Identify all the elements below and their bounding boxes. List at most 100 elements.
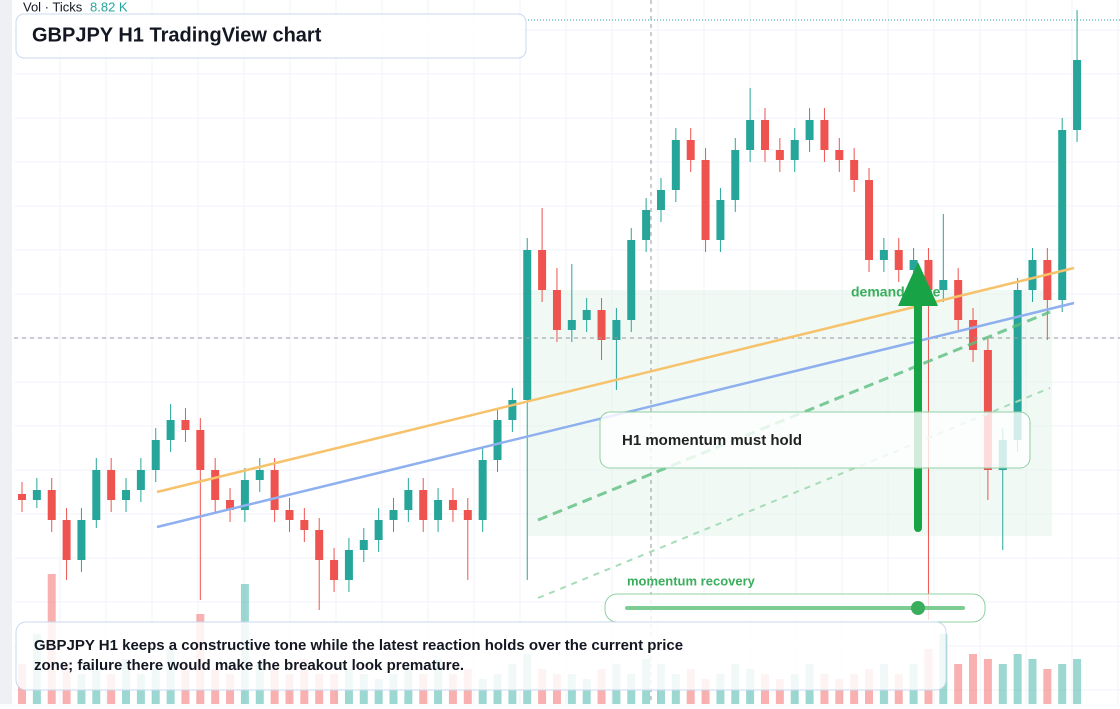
candle-body bbox=[597, 310, 606, 340]
candle-body bbox=[181, 420, 190, 430]
candle-body bbox=[686, 140, 695, 160]
candle-layer bbox=[18, 10, 1082, 620]
candle-body bbox=[1028, 260, 1037, 290]
candle-body bbox=[493, 420, 502, 460]
candle-body bbox=[404, 490, 413, 510]
caption: GBPJPY H1 keeps a constructive tone whil… bbox=[34, 637, 684, 674]
candle-body bbox=[850, 160, 859, 180]
candle-body bbox=[894, 250, 903, 270]
candle-body bbox=[805, 120, 814, 140]
volume-bar bbox=[478, 679, 487, 704]
volume-bar bbox=[998, 664, 1007, 704]
candle-body bbox=[716, 200, 725, 240]
indicator-value: 8.82 K bbox=[90, 0, 128, 14]
volume-bar bbox=[954, 664, 963, 704]
volume-bar bbox=[775, 679, 784, 704]
candle-body bbox=[508, 400, 517, 420]
candle-body bbox=[166, 420, 175, 440]
left-strip bbox=[0, 0, 12, 704]
candle-body bbox=[567, 320, 576, 330]
candle-body bbox=[642, 210, 651, 240]
note-text: H1 momentum must hold bbox=[622, 432, 802, 449]
candle-body bbox=[226, 500, 235, 510]
candle-body bbox=[151, 440, 160, 470]
volume-bar bbox=[835, 679, 844, 704]
candle-body bbox=[790, 140, 799, 160]
volume-bar bbox=[374, 679, 383, 704]
candle-body bbox=[983, 350, 992, 470]
candle-body bbox=[775, 150, 784, 160]
candle-body bbox=[92, 470, 101, 520]
candle-body bbox=[939, 280, 948, 290]
volume-bar bbox=[582, 679, 591, 704]
candle-body bbox=[434, 500, 443, 520]
candle-body bbox=[240, 480, 249, 510]
candle-body bbox=[1073, 60, 1082, 130]
candle-body bbox=[969, 320, 978, 350]
candle-body bbox=[107, 470, 116, 500]
candle-body bbox=[463, 510, 472, 520]
candle-body bbox=[344, 550, 353, 580]
candle-body bbox=[122, 490, 131, 500]
caption-box bbox=[15, 621, 947, 691]
candle-body bbox=[671, 140, 680, 190]
note-box bbox=[599, 411, 1031, 469]
title: GBPJPY H1 TradingView chart bbox=[32, 24, 322, 46]
candle-body bbox=[909, 260, 918, 270]
title-box bbox=[15, 13, 527, 59]
candle-body bbox=[627, 240, 636, 320]
candle-body bbox=[32, 490, 41, 500]
candle-body bbox=[315, 530, 324, 560]
candle-body bbox=[270, 470, 279, 510]
volume-bar bbox=[701, 679, 710, 704]
candle-body bbox=[389, 510, 398, 520]
volume-bar bbox=[1028, 659, 1037, 704]
slider-knob[interactable] bbox=[911, 601, 925, 615]
candle-body bbox=[582, 310, 591, 320]
candle-body bbox=[746, 120, 755, 150]
candle-body bbox=[656, 190, 665, 210]
candle-body bbox=[552, 290, 561, 330]
candle-body bbox=[538, 250, 547, 290]
candle-body bbox=[419, 490, 428, 520]
slider-label: momentum recovery bbox=[627, 573, 756, 588]
volume-bar bbox=[1073, 659, 1082, 704]
candle-body bbox=[285, 510, 294, 520]
candle-body bbox=[924, 260, 933, 290]
candle-body bbox=[1043, 260, 1052, 300]
volume-bar bbox=[1058, 664, 1067, 704]
candle-body bbox=[330, 560, 339, 580]
volume-bar bbox=[983, 659, 992, 704]
candle-body bbox=[196, 430, 205, 470]
volume-bar bbox=[1013, 654, 1022, 704]
candle-body bbox=[478, 460, 487, 520]
candle-body bbox=[374, 520, 383, 540]
candle-body bbox=[701, 160, 710, 240]
volume-bar bbox=[969, 654, 978, 704]
candle-body bbox=[300, 520, 309, 530]
candle-body bbox=[612, 320, 621, 340]
candle-body bbox=[835, 150, 844, 160]
candle-body bbox=[1013, 290, 1022, 440]
candle-body bbox=[820, 120, 829, 150]
arrow-head bbox=[898, 262, 938, 306]
candle-body bbox=[136, 470, 145, 490]
candle-body bbox=[359, 540, 368, 550]
candle-body bbox=[865, 180, 874, 260]
volume-bar bbox=[1043, 669, 1052, 704]
candle-body bbox=[448, 500, 457, 510]
candle-body bbox=[47, 490, 56, 520]
indicator-name: Vol · Ticks bbox=[23, 0, 83, 14]
candle-body bbox=[954, 280, 963, 320]
candle-body bbox=[211, 470, 220, 500]
candle-body bbox=[523, 250, 532, 400]
caption-wrap: GBPJPY H1 keeps a constructive tone whil… bbox=[34, 637, 684, 674]
candle-body bbox=[1058, 130, 1067, 300]
candle-body bbox=[255, 470, 264, 480]
candle-body bbox=[879, 250, 888, 260]
candle-body bbox=[62, 520, 71, 560]
candle-body bbox=[18, 494, 26, 500]
candle-body bbox=[77, 520, 86, 560]
candle-body bbox=[761, 120, 769, 150]
